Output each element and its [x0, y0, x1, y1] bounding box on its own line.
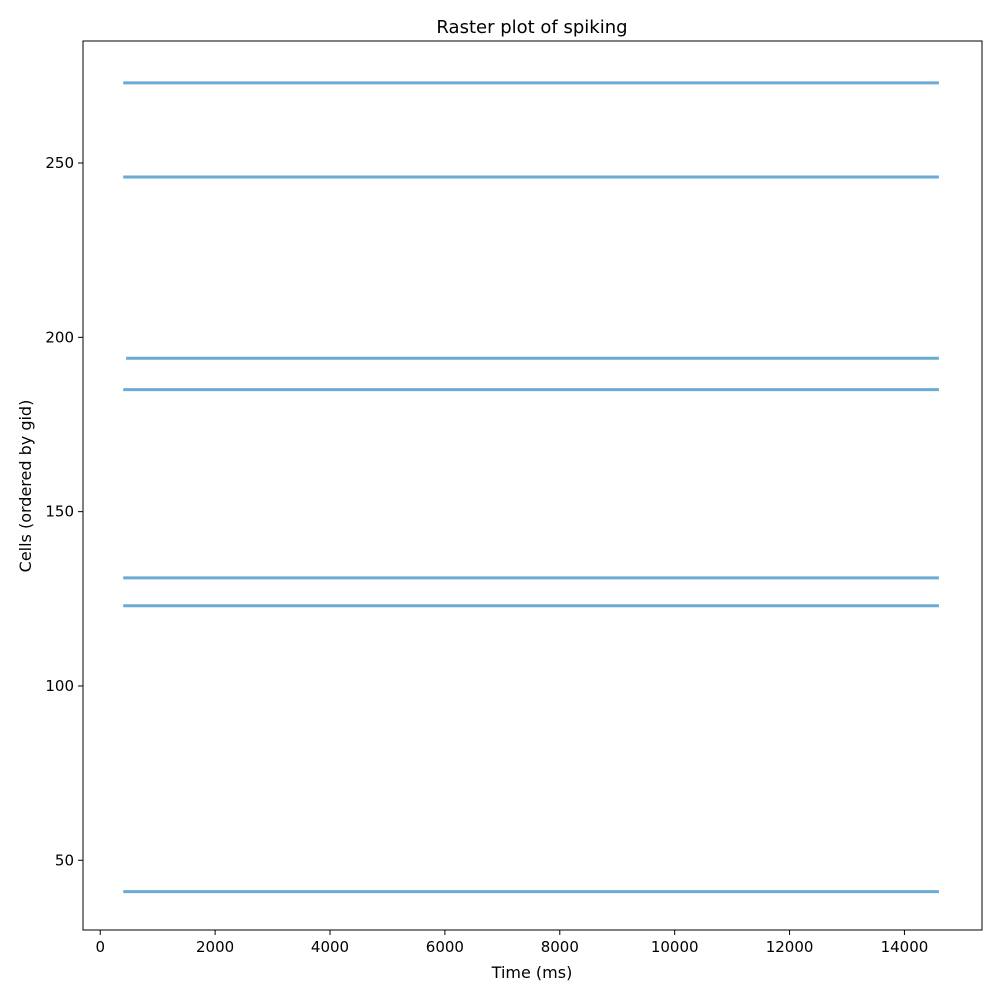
x-tick-label: 10000	[651, 938, 699, 956]
x-tick-label: 8000	[541, 938, 579, 956]
y-axis-label: Cells (ordered by gid)	[16, 400, 35, 573]
x-tick-label: 6000	[426, 938, 464, 956]
chart-title: Raster plot of spiking	[436, 17, 627, 38]
y-tick-label: 150	[45, 503, 74, 521]
x-tick-label: 0	[95, 938, 105, 956]
x-tick-label: 2000	[196, 938, 234, 956]
y-axis-ticks: 50 100 150 200 250	[45, 154, 83, 869]
x-axis-label: Time (ms)	[491, 963, 573, 982]
x-tick-label: 14000	[881, 938, 929, 956]
spike-trains	[123, 81, 939, 894]
y-tick-label: 50	[55, 851, 74, 869]
x-tick-label: 4000	[311, 938, 349, 956]
y-tick-label: 200	[45, 328, 74, 346]
plot-frame	[82, 40, 983, 931]
x-tick-label: 12000	[766, 938, 814, 956]
y-tick-label: 100	[45, 677, 74, 695]
y-tick-label: 250	[45, 154, 74, 172]
x-axis-ticks: 0 2000 4000 6000 8000 10000 12000 14000	[95, 930, 928, 956]
